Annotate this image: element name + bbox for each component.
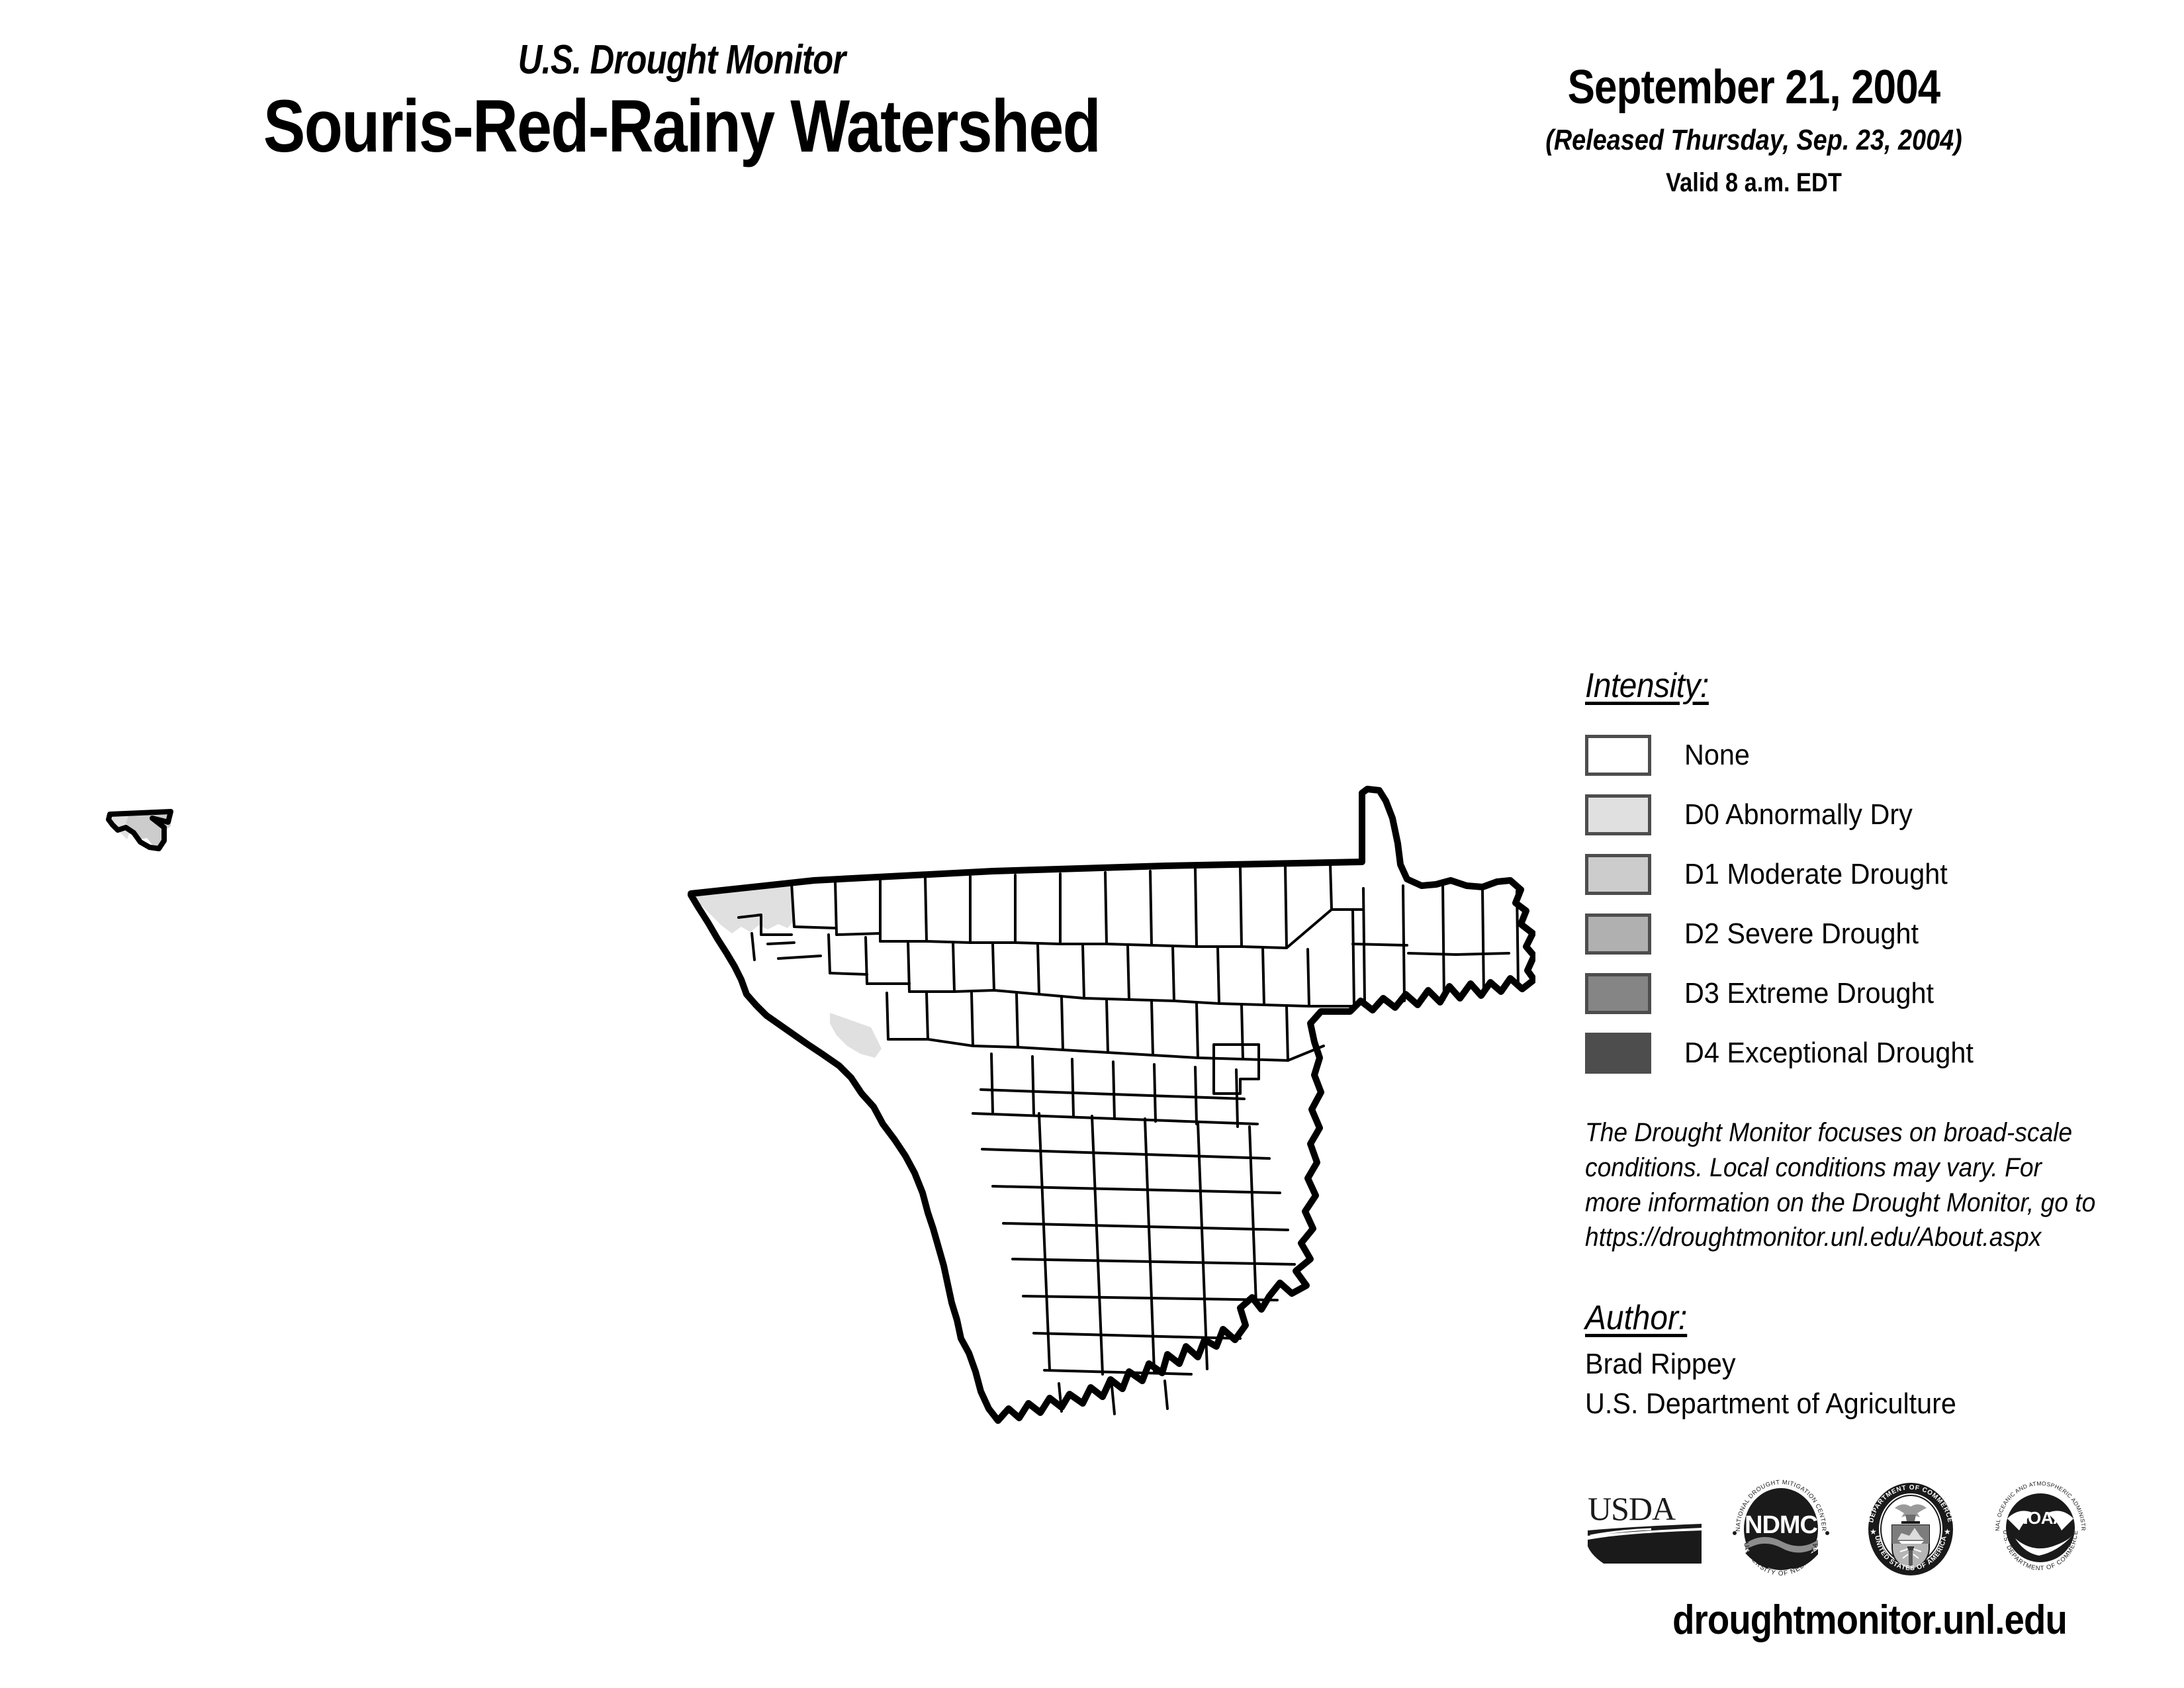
legend-row-d1: D1 Moderate Drought	[1585, 845, 2167, 904]
legend-row-d2: D2 Severe Drought	[1585, 904, 2167, 964]
valid-time: Valid 8 a.m. EDT	[1666, 168, 1842, 197]
svg-text:NDMC: NDMC	[1745, 1511, 1818, 1539]
legend-swatch-d3	[1585, 973, 1651, 1014]
legend-label-d1: D1 Moderate Drought	[1684, 858, 1948, 890]
legend-swatch-none	[1585, 735, 1651, 776]
legend-label-d0: D0 Abnormally Dry	[1684, 798, 1913, 831]
legend-heading: Intensity:	[1585, 667, 1709, 705]
legend-swatch-d1	[1585, 854, 1651, 895]
noaa-logo: NOAA NATIONAL OCEANIC AND ATMOSPHERIC AD…	[1987, 1470, 2093, 1589]
ndmc-logo: NDMC NATIONAL DROUGHT MITIGATION CENTER …	[1728, 1470, 1834, 1589]
inset-outline	[106, 809, 173, 851]
svg-text:★: ★	[1944, 1527, 1951, 1536]
page-title: Souris-Red-Rainy Watershed	[263, 85, 1101, 167]
legend-swatch-d4	[1585, 1033, 1651, 1074]
county-boundaries	[737, 863, 1520, 1415]
map-date: September 21, 2004	[1567, 61, 1941, 114]
legend-label-d3: D3 Extreme Drought	[1684, 977, 1934, 1009]
legend-row-d4: D4 Exceptional Drought	[1585, 1023, 2167, 1083]
watershed-outline	[688, 786, 1535, 1424]
doc-seal-logo: DEPARTMENT OF COMMERCE UNITED STATES OF …	[1858, 1470, 1964, 1589]
d0-region-northwest	[692, 883, 794, 933]
release-date: (Released Thursday, Sep. 23, 2004)	[1545, 124, 1962, 156]
usda-logo: USDA	[1585, 1470, 1704, 1589]
legend-label-d4: D4 Exceptional Drought	[1684, 1037, 1974, 1069]
author-block: Author: Brad Rippey U.S. Department of A…	[1585, 1301, 2141, 1423]
legend-label-d2: D2 Severe Drought	[1684, 917, 1919, 950]
header-title-block: U.S. Drought Monitor Souris-Red-Rainy Wa…	[0, 37, 1363, 168]
legend-label-none: None	[1684, 739, 1750, 771]
legend-row-none: None	[1585, 726, 2167, 785]
author-name: Brad Rippey	[1585, 1348, 1736, 1380]
legend-swatch-d0	[1585, 794, 1651, 835]
author-heading: Author:	[1585, 1299, 1688, 1337]
legend-row-d0: D0 Abnormally Dry	[1585, 785, 2167, 845]
intensity-legend: Intensity: None D0 Abnormally Dry D1 Mod…	[1585, 669, 2167, 1083]
disclaimer-text: The Drought Monitor focuses on broad-sca…	[1585, 1118, 2096, 1252]
svg-text:NOAA: NOAA	[2016, 1508, 2066, 1528]
inset-d0-area	[111, 813, 131, 839]
watershed-body	[688, 786, 1535, 1424]
legend-row-d3: D3 Extreme Drought	[1585, 964, 2167, 1023]
d0-region-west-central	[830, 1013, 882, 1058]
partner-logos: USDA NDMC NATIONAL DROUGHT MITIGATION CE…	[1585, 1466, 2154, 1592]
souris-red-rainy-watershed-map[interactable]	[0, 218, 1535, 1628]
legend-swatch-d2	[1585, 914, 1651, 955]
footer-url[interactable]: droughtmonitor.unl.edu	[1672, 1597, 2068, 1643]
svg-text:USDA: USDA	[1588, 1490, 1676, 1527]
header-date-block: September 21, 2004 (Released Thursday, S…	[1416, 64, 2091, 196]
page-supertitle: U.S. Drought Monitor	[518, 37, 846, 83]
svg-text:★: ★	[1870, 1527, 1877, 1536]
map-inset-polygon	[106, 809, 173, 851]
author-affiliation: U.S. Department of Agriculture	[1585, 1387, 1956, 1421]
watershed-fill-none	[691, 792, 1534, 1418]
